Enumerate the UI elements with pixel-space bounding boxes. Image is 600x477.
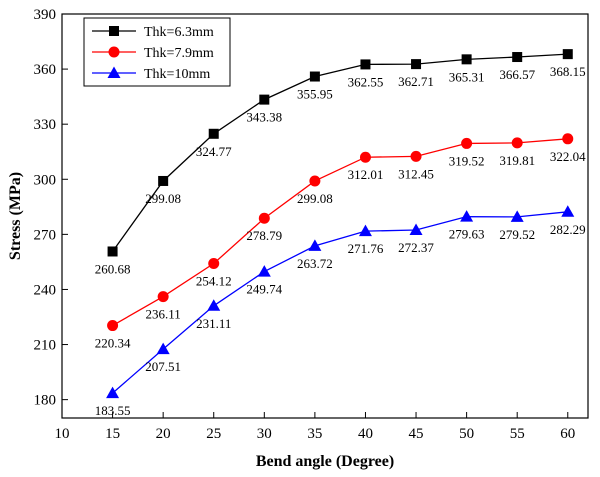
data-label: 365.31 [449,69,485,84]
data-label: 299.08 [145,191,181,206]
data-label: 366.57 [499,67,535,82]
data-point-triangle [561,205,575,217]
x-tick-label: 40 [358,426,373,442]
x-tick-label: 35 [307,426,322,442]
data-point-circle [258,212,270,224]
y-tick-label: 360 [34,62,57,78]
data-point-square [461,54,472,65]
data-label: 324.77 [196,144,232,159]
data-point-square [360,59,371,70]
data-point-triangle [156,342,170,355]
y-axis: 180 210 240 270 300 330 360 390 [34,7,68,409]
data-label: 362.55 [348,74,384,89]
data-label: 263.72 [297,256,333,271]
data-point-circle [107,320,119,332]
data-label: 271.76 [348,241,384,256]
data-label: 319.52 [449,153,485,168]
x-tick-label: 45 [409,426,424,442]
x-tick-label: 15 [105,426,120,442]
plot-frame [61,13,589,419]
data-labels: 260.68 299.08 324.77 343.38 355.95 362.55 362.… [95,64,586,418]
y-tick-label: 330 [34,117,57,133]
data-label: 282.29 [550,222,586,237]
legend-marker [109,26,119,36]
y-tick-label: 180 [34,393,57,409]
legend-marker [108,46,120,58]
x-tick-label: 55 [510,426,525,442]
data-point-circle [309,175,321,187]
data-point-square [411,59,422,70]
data-label: 343.38 [246,110,282,125]
data-label: 319.81 [499,153,535,168]
data-label: 183.55 [95,403,131,418]
data-point-circle [511,137,523,149]
data-point-square [158,175,169,186]
data-point-triangle [308,239,322,251]
data-label: 279.63 [449,227,485,242]
y-tick-label: 210 [34,338,57,354]
series-layer [106,49,575,399]
data-point-triangle [257,265,271,277]
y-tick-label: 240 [34,282,57,298]
series-line [112,53,568,252]
data-point-triangle [510,210,524,222]
x-tick-label: 60 [560,426,575,442]
data-label: 207.51 [145,359,181,374]
data-point-square [107,246,118,257]
data-point-circle [562,133,574,145]
data-label: 254.12 [196,274,232,289]
data-label: 312.01 [348,167,384,182]
data-label: 272.37 [398,240,434,255]
data-label: 322.04 [550,149,586,164]
y-tick-label: 300 [34,172,57,188]
data-label: 278.79 [246,228,282,243]
data-label: 279.52 [499,227,535,242]
x-tick-label: 25 [206,426,221,442]
data-point-circle [461,137,473,149]
data-point-square [259,94,270,105]
x-tick-label: 10 [55,426,70,442]
legend: Thk=6.3mm Thk=7.9mm Thk=10mm [83,17,231,87]
data-point-triangle [409,223,423,236]
data-label: 260.68 [95,261,131,276]
x-axis: 10 15 20 25 30 35 40 45 50 55 60 [55,412,575,442]
data-label: 368.15 [550,64,586,79]
data-point-square [208,128,219,139]
y-axis-title: Stress (MPa) [7,172,24,260]
legend-label: Thk=6.3mm [144,25,214,40]
data-point-square [562,49,573,60]
x-tick-label: 30 [257,426,272,442]
data-label: 231.11 [196,316,231,331]
data-point-square [309,71,320,82]
data-point-triangle [460,210,474,222]
data-point-circle [359,151,371,163]
data-label: 362.71 [398,74,434,89]
data-point-circle [157,291,169,303]
data-point-square [512,52,523,63]
x-tick-label: 20 [156,426,171,442]
data-point-triangle [207,299,221,311]
data-label: 249.74 [246,282,282,297]
data-point-circle [410,150,422,162]
series-line [112,138,568,327]
x-tick-label: 50 [459,426,474,442]
legend-label: Thk=10mm [144,67,210,82]
y-tick-label: 270 [34,227,57,243]
data-label: 236.11 [146,307,181,322]
data-label: 220.34 [95,336,131,351]
data-point-triangle [358,224,372,237]
data-label: 355.95 [297,87,333,102]
legend-marker [107,66,121,78]
x-axis-title: Bend angle (Degree) [256,453,394,470]
data-label: 312.45 [398,166,434,181]
data-label: 299.08 [297,191,333,206]
data-point-triangle [106,386,120,399]
data-point-circle [208,258,220,270]
series-line [112,211,568,394]
legend-label: Thk=7.9mm [144,46,214,61]
y-tick-label: 390 [34,7,57,23]
plot-border [61,13,589,419]
